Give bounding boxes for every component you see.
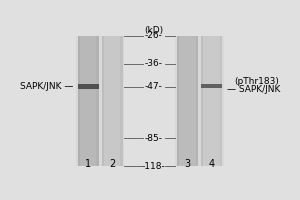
- Text: -47-: -47-: [145, 82, 163, 91]
- Bar: [96, 36, 99, 166]
- Text: 3: 3: [184, 159, 190, 169]
- Text: -85-: -85-: [145, 134, 163, 143]
- Text: (kD): (kD): [144, 26, 163, 35]
- Text: 4: 4: [208, 159, 214, 169]
- Text: (pThr183): (pThr183): [234, 77, 279, 86]
- Text: -36-: -36-: [145, 59, 163, 68]
- Text: -26-: -26-: [145, 31, 163, 40]
- Bar: [76, 36, 124, 166]
- Bar: [176, 36, 224, 166]
- Bar: [201, 36, 222, 166]
- Bar: [177, 36, 198, 166]
- Bar: [201, 84, 222, 88]
- Bar: [102, 36, 123, 166]
- Text: SAPK/JNK —: SAPK/JNK —: [20, 82, 73, 91]
- Text: — SAPK/JNK: — SAPK/JNK: [226, 85, 280, 94]
- Bar: [177, 36, 179, 166]
- Bar: [201, 36, 203, 166]
- Bar: [220, 36, 222, 166]
- Bar: [196, 36, 198, 166]
- Text: -118-: -118-: [142, 162, 166, 171]
- Bar: [120, 36, 123, 166]
- Bar: [102, 36, 104, 166]
- Text: 2: 2: [109, 159, 116, 169]
- Bar: [78, 36, 80, 166]
- Bar: [78, 36, 99, 166]
- Bar: [78, 84, 99, 89]
- Text: 1: 1: [85, 159, 91, 169]
